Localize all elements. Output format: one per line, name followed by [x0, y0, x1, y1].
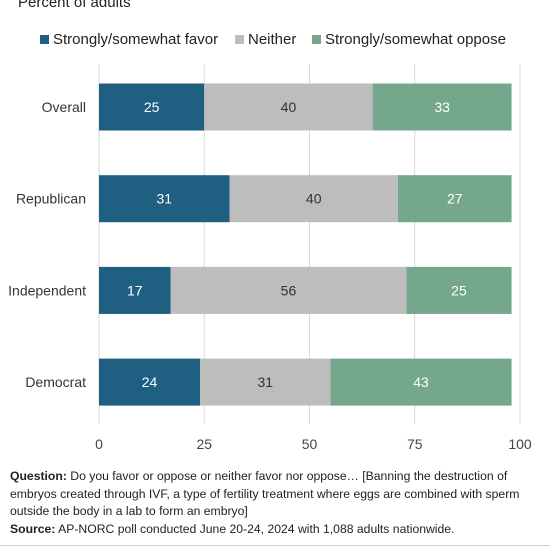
bar-segment: [330, 358, 512, 406]
bar-segment: [229, 175, 398, 223]
legend-swatch-neither: [235, 35, 244, 44]
x-tick-label: 50: [302, 436, 318, 452]
chart-subtitle: Percent of adults: [18, 0, 131, 11]
bar-value-label: 24: [142, 374, 158, 390]
bar-segment: [99, 175, 230, 223]
question-note: Question: Do you favor or oppose or neit…: [10, 468, 540, 521]
bar-segment: [99, 358, 201, 406]
legend-label-oppose: Strongly/somewhat oppose: [325, 31, 506, 48]
question-label: Question:: [10, 469, 67, 483]
bar-value-label: 17: [127, 282, 143, 298]
chart-footer: Question: Do you favor or oppose or neit…: [10, 468, 540, 538]
bar-value-label: 31: [258, 374, 274, 390]
source-text: AP-NORC poll conducted June 20-24, 2024 …: [58, 521, 455, 536]
bar-segment: [200, 358, 331, 406]
bar-segment: [406, 266, 512, 314]
category-label: Overall: [42, 99, 86, 115]
source-label: Source:: [10, 521, 56, 536]
bar-value-label: 40: [306, 191, 322, 207]
bar-value-label: 31: [156, 191, 172, 207]
x-tick-label: 100: [508, 436, 532, 452]
bar-segment: [99, 266, 171, 314]
bar-value-label: 27: [447, 191, 463, 207]
stacked-bar-chart: 0 25 50 75 100 Overall 25 40 33 Republican 31 40 27 I…: [8, 64, 532, 452]
chart-legend: Strongly/somewhat favor Neither Strongly…: [0, 31, 550, 51]
category-label: Democrat: [25, 374, 86, 390]
bottom-rule: [0, 545, 550, 546]
legend-label-neither: Neither: [248, 31, 297, 48]
bar-segment: [170, 266, 407, 314]
bar-value-label: 25: [451, 282, 467, 298]
legend-item-favor: Strongly/somewhat favor: [40, 31, 218, 48]
bar-value-label: 33: [434, 99, 450, 115]
source-note: Source: AP-NORC poll conducted June 20-2…: [10, 521, 540, 539]
bar-value-label: 25: [144, 99, 160, 115]
bar-segment: [204, 83, 373, 131]
legend-label-favor: Strongly/somewhat favor: [53, 31, 219, 48]
bar-segment: [397, 175, 512, 223]
bar-segment: [99, 83, 205, 131]
bar-value-label: 43: [413, 374, 429, 390]
question-text: Do you favor or oppose or neither favor …: [10, 469, 520, 518]
bar-value-label: 56: [281, 282, 297, 298]
bar-value-label: 40: [281, 99, 297, 115]
x-tick-label: 0: [95, 436, 103, 452]
category-label: Republican: [16, 191, 86, 207]
bar-segment: [372, 83, 512, 131]
legend-item-oppose: Strongly/somewhat oppose: [312, 31, 506, 48]
legend-swatch-oppose: [312, 35, 321, 44]
legend-item-neither: Neither: [235, 31, 296, 48]
legend-swatch-favor: [40, 35, 49, 44]
x-tick-label: 75: [407, 436, 423, 452]
category-label: Independent: [8, 282, 86, 298]
x-tick-label: 25: [196, 436, 212, 452]
